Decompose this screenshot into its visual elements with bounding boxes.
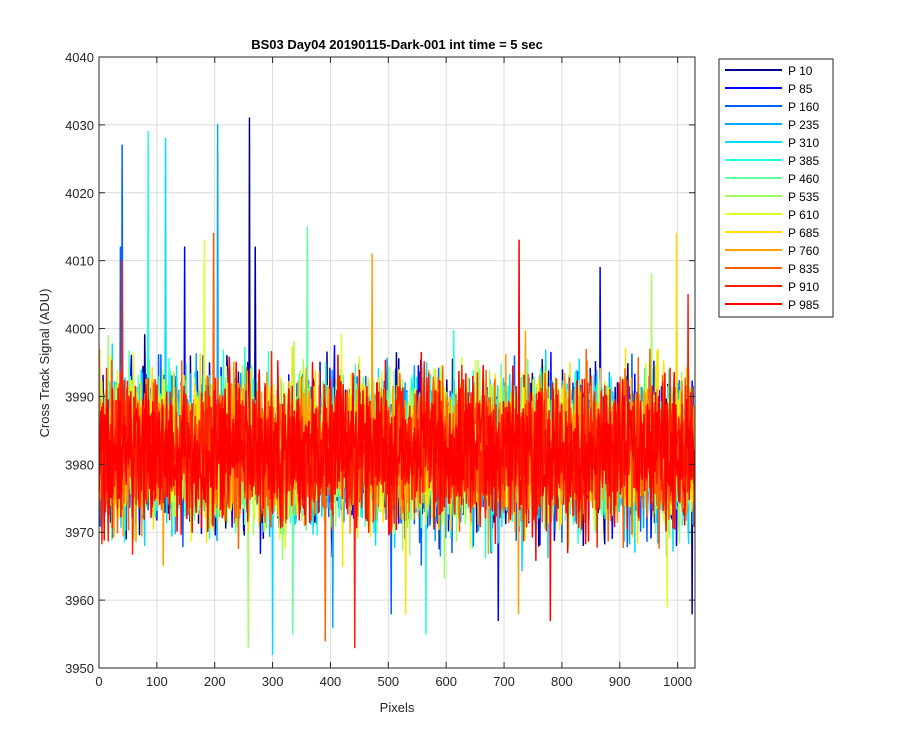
y-tick-label: 3960 (65, 593, 94, 608)
y-tick-label: 4030 (65, 118, 94, 133)
legend-label: P 235 (788, 118, 819, 132)
series-lines (99, 117, 695, 656)
x-tick-label: 200 (204, 674, 226, 689)
y-tick-label: 4040 (65, 50, 94, 65)
y-tick-label: 3970 (65, 525, 94, 540)
x-tick-label: 800 (551, 674, 573, 689)
y-tick-label: 4010 (65, 254, 94, 269)
ticks: 0 100 200 300 400 500 600 700 800 900 1000 3950 3960… (65, 50, 695, 689)
x-tick-label: 0 (95, 674, 102, 689)
legend-label: P 460 (788, 172, 819, 186)
legend-box (718, 58, 834, 318)
x-tick-label: 300 (262, 674, 284, 689)
x-tick-label: 1000 (663, 674, 692, 689)
legend: P 10 P 85 P 160 P 235 P 310 P 385 P 460 P 535 P … (718, 58, 834, 318)
legend-label: P 160 (788, 100, 819, 114)
legend-label: P 985 (788, 298, 819, 312)
legend-label: P 310 (788, 136, 819, 150)
x-tick-label: 100 (146, 674, 168, 689)
y-tick-label: 3950 (65, 661, 94, 676)
legend-label: P 85 (788, 82, 813, 96)
x-tick-label: 600 (435, 674, 457, 689)
y-tick-label: 3980 (65, 457, 94, 472)
y-tick-label: 4000 (65, 322, 94, 337)
legend-label: P 685 (788, 226, 819, 240)
x-tick-label: 700 (493, 674, 515, 689)
chart-title: BS03 Day04 20190115-Dark-001 int time = … (251, 37, 543, 52)
series-line-p985 (99, 239, 695, 622)
legend-label: P 385 (788, 154, 819, 168)
axes-box (98, 56, 696, 669)
x-axis-label: Pixels (380, 700, 415, 715)
x-tick-label: 400 (320, 674, 342, 689)
legend-label: P 835 (788, 262, 819, 276)
x-tick-label: 900 (609, 674, 631, 689)
legend-label: P 10 (788, 64, 813, 78)
plot-area: 0 100 200 300 400 500 600 700 800 900 1000 3950 3960… (65, 50, 696, 689)
legend-label: P 610 (788, 208, 819, 222)
legend-label: P 910 (788, 280, 819, 294)
y-axis-label: Cross Track Signal (ADU) (37, 289, 52, 438)
y-tick-label: 4020 (65, 186, 94, 201)
grid (99, 57, 695, 668)
legend-label: P 760 (788, 244, 819, 258)
legend-label: P 535 (788, 190, 819, 204)
x-tick-label: 500 (377, 674, 399, 689)
y-tick-label: 3990 (65, 389, 94, 404)
